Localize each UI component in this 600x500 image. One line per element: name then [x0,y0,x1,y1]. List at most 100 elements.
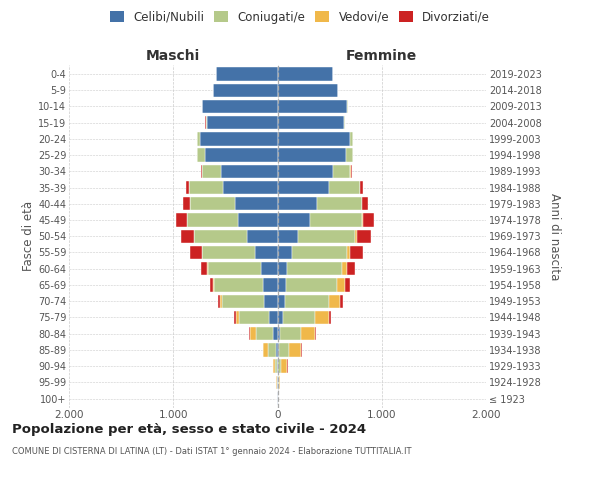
Bar [350,132,353,145]
Bar [184,197,190,210]
Bar [277,327,280,340]
Bar [277,311,283,324]
Bar [202,100,277,113]
Bar [355,230,357,243]
Bar [363,214,374,226]
Bar [235,197,277,210]
Bar [277,68,333,80]
Bar [213,278,214,291]
Bar [269,311,277,324]
Text: Popolazione per età, sesso e stato civile - 2024: Popolazione per età, sesso e stato civil… [12,422,366,436]
Bar [218,294,220,308]
Bar [176,214,187,226]
Bar [317,197,362,210]
Bar [350,164,352,178]
Bar [261,262,277,276]
Bar [286,278,337,291]
Bar [277,84,338,97]
Bar [315,311,329,324]
Bar [333,164,350,178]
Bar [278,360,281,373]
Bar [310,214,362,226]
Bar [329,294,340,308]
Bar [208,262,261,276]
Bar [362,214,363,226]
Bar [287,262,342,276]
Bar [210,278,213,291]
Bar [263,343,268,356]
Bar [346,148,353,162]
Bar [197,132,200,145]
Bar [202,164,221,178]
Bar [263,278,277,291]
Bar [281,360,287,373]
Bar [202,246,254,259]
Bar [292,246,347,259]
Bar [190,246,202,259]
Bar [301,327,314,340]
Bar [277,343,278,356]
Bar [277,181,329,194]
Bar [202,262,207,276]
Bar [329,181,360,194]
Text: Femmine: Femmine [346,48,418,62]
Bar [201,164,202,178]
Bar [298,230,355,243]
Bar [238,214,277,226]
Bar [185,181,189,194]
Bar [350,246,363,259]
Bar [189,181,223,194]
Bar [277,294,285,308]
Bar [357,230,371,243]
Legend: Celibi/Nubili, Coniugati/e, Vedovi/e, Divorziati/e: Celibi/Nubili, Coniugati/e, Vedovi/e, Di… [107,8,493,26]
Bar [347,262,355,276]
Y-axis label: Fasce di età: Fasce di età [22,201,35,272]
Bar [277,164,333,178]
Bar [277,278,286,291]
Bar [277,100,347,113]
Bar [277,214,310,226]
Bar [362,197,368,210]
Bar [200,132,277,145]
Bar [274,327,277,340]
Bar [223,181,277,194]
Bar [187,214,238,226]
Bar [250,327,256,340]
Bar [277,116,344,130]
Bar [256,327,274,340]
Bar [344,116,345,130]
Bar [278,376,280,389]
Bar [194,230,247,243]
Bar [275,360,277,373]
Text: Maschi: Maschi [146,48,200,62]
Bar [277,230,298,243]
Bar [347,246,350,259]
Bar [214,278,263,291]
Text: COMUNE DI CISTERNA DI LATINA (LT) - Dati ISTAT 1° gennaio 2024 - Elaborazione TU: COMUNE DI CISTERNA DI LATINA (LT) - Dati… [12,448,412,456]
Bar [277,148,346,162]
Bar [222,294,264,308]
Bar [277,132,350,145]
Bar [283,311,315,324]
Bar [314,327,316,340]
Bar [190,197,235,210]
Y-axis label: Anni di nascita: Anni di nascita [548,192,561,280]
Bar [278,343,289,356]
Bar [221,164,277,178]
Bar [206,116,277,130]
Bar [239,311,269,324]
Bar [247,230,277,243]
Bar [254,246,277,259]
Bar [337,278,345,291]
Bar [276,343,277,356]
Bar [277,262,287,276]
Bar [340,294,343,308]
Bar [277,246,292,259]
Bar [289,343,301,356]
Bar [220,294,222,308]
Bar [264,294,277,308]
Bar [273,360,275,373]
Bar [268,343,276,356]
Bar [342,262,347,276]
Bar [345,278,350,291]
